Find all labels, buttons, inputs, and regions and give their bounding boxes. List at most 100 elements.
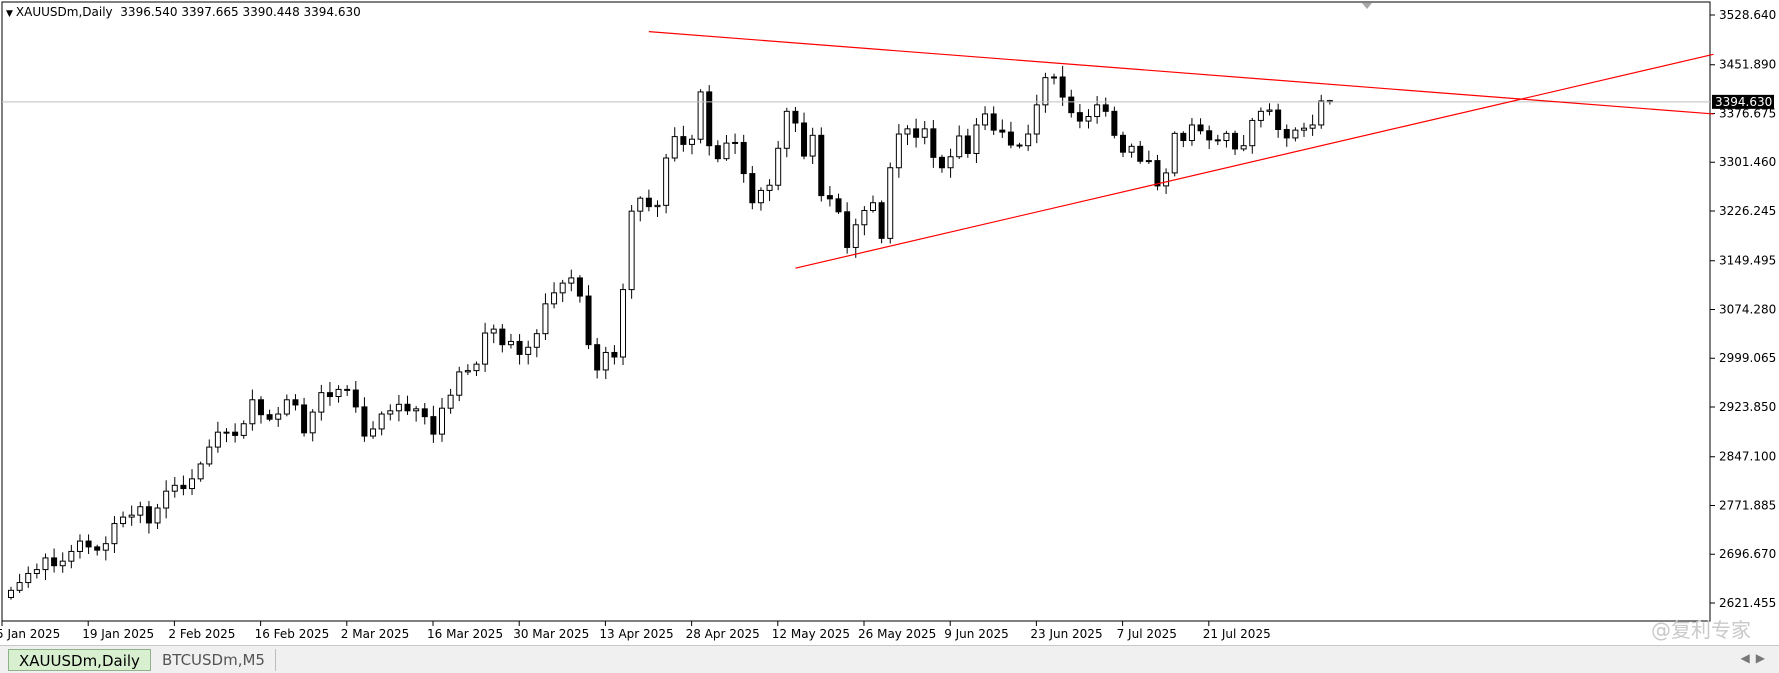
candle-body [801, 122, 808, 157]
dropdown-triangle-icon[interactable]: ▼ [6, 9, 13, 19]
candle-body [16, 582, 23, 591]
candle-body [740, 141, 747, 175]
candle [439, 398, 445, 442]
candle [275, 406, 282, 427]
candle-body [42, 557, 49, 571]
candle [266, 409, 273, 422]
candle-body [266, 414, 273, 420]
candle [525, 340, 532, 365]
candle [1025, 124, 1032, 151]
candle [249, 389, 256, 431]
candle-body [852, 224, 859, 248]
candle [688, 134, 695, 155]
candle-body [525, 346, 532, 355]
candle-body [930, 128, 937, 158]
candle [214, 421, 221, 453]
candle [533, 329, 540, 358]
candle [1214, 134, 1221, 146]
candle-body [826, 195, 833, 200]
candle [1085, 109, 1092, 129]
candle [637, 196, 644, 222]
x-tick-label: 7 Jul 2025 [1117, 627, 1177, 641]
candle-body [585, 295, 592, 346]
x-tick-label: 5 Jan 2025 [0, 627, 60, 641]
y-tick-label: 2923.850 [1719, 400, 1776, 414]
candle [33, 563, 40, 579]
candle [59, 552, 66, 573]
candle-body [568, 277, 575, 284]
candle-body [1318, 100, 1325, 126]
candle [714, 140, 721, 163]
candle [620, 283, 627, 366]
candle [602, 346, 609, 380]
candle-body [1145, 160, 1152, 163]
candle [1309, 114, 1316, 136]
candle [861, 206, 868, 236]
candle-body [706, 91, 713, 147]
chart-tab-bar: XAUUSDm,Daily BTCUSDm,M5 ◀▶ [0, 645, 1779, 673]
x-tick-label: 13 Apr 2025 [599, 627, 673, 641]
candle-body [473, 363, 480, 372]
candle-body [887, 167, 894, 239]
tab-btcusdm-m5[interactable]: BTCUSDm,M5 [152, 649, 276, 671]
symbol-header: ▼ XAUUSDm,Daily 3396.540 3397.665 3390.44… [6, 5, 361, 19]
candle-body [1249, 119, 1256, 147]
candle [783, 107, 790, 158]
candle [611, 345, 618, 365]
candle-body [413, 408, 420, 412]
price-chart[interactable]: 3528.640 3451.890 3376.675 3301.460 3226.245… [0, 0, 1779, 645]
candle [1051, 73, 1058, 85]
candle-body [1292, 129, 1299, 139]
candle-body [542, 303, 549, 335]
candle [1102, 97, 1109, 117]
y-tick-label: 3451.890 [1719, 58, 1776, 72]
tab-scroll-arrows[interactable]: ◀▶ [1741, 651, 1771, 665]
candle [801, 112, 808, 160]
candle [1275, 103, 1282, 138]
candle-body [1007, 131, 1014, 146]
candle-body [344, 388, 351, 391]
watermark: @复利专家 [1651, 618, 1751, 642]
candle-body [990, 113, 997, 131]
candle-body [189, 478, 196, 490]
scroll-right-icon[interactable]: ▶ [1755, 651, 1771, 665]
candle [1094, 96, 1101, 124]
candle-body [1275, 109, 1282, 130]
candle-body [206, 446, 213, 465]
candle [740, 134, 747, 183]
candle [895, 124, 902, 178]
candle [757, 187, 764, 211]
candle [982, 106, 989, 131]
candle-body [1266, 109, 1273, 112]
scroll-left-icon[interactable]: ◀ [1740, 651, 1756, 665]
candle [163, 480, 170, 519]
candle [628, 205, 635, 299]
chart-area[interactable]: 3528.640 3451.890 3376.675 3301.460 3226.245… [0, 0, 1779, 645]
candle [818, 127, 825, 202]
candle [1188, 118, 1195, 146]
candle [499, 324, 506, 353]
candle [930, 120, 937, 168]
candle [542, 293, 549, 341]
candle [344, 385, 351, 396]
candle-body [447, 394, 454, 409]
candle-body [301, 404, 308, 434]
candle [1318, 94, 1325, 129]
candle [490, 324, 497, 344]
candle [1240, 135, 1247, 152]
candle [292, 394, 299, 411]
candle [852, 218, 859, 258]
tab-xauusdm-daily[interactable]: XAUUSDm,Daily [8, 649, 151, 671]
candle [223, 428, 230, 443]
candle-body [775, 147, 782, 186]
candle-body [956, 135, 963, 158]
candle-body [602, 351, 609, 371]
candle [102, 536, 109, 561]
candle-body [387, 410, 394, 415]
candle-body [688, 138, 695, 145]
candle [421, 402, 428, 425]
candle-body [792, 110, 799, 124]
candle-body [645, 197, 652, 208]
candle-body [378, 413, 385, 430]
y-tick-label: 3226.245 [1719, 204, 1776, 218]
